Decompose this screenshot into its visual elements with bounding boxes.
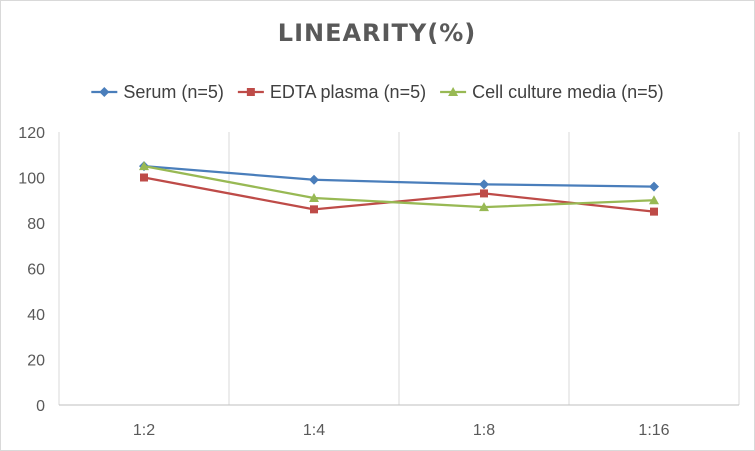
y-tick-label: 120 bbox=[18, 125, 45, 142]
series-group bbox=[140, 173, 658, 216]
y-axis: 0 20 40 60 80 100 120 bbox=[18, 125, 45, 415]
data-point bbox=[650, 207, 658, 216]
chart-series bbox=[139, 161, 659, 216]
series-line bbox=[143, 176, 655, 213]
data-point bbox=[649, 195, 659, 205]
legend-label: Cell culture media (n=5) bbox=[472, 82, 664, 102]
legend-marker bbox=[99, 87, 110, 97]
y-tick-label: 20 bbox=[27, 353, 45, 370]
data-point bbox=[309, 192, 319, 202]
y-tick-label: 80 bbox=[27, 216, 45, 233]
data-point bbox=[479, 179, 489, 190]
data-point bbox=[310, 205, 318, 214]
data-point bbox=[309, 174, 319, 185]
x-tick-label: 1:2 bbox=[133, 422, 155, 439]
chart-grid bbox=[58, 132, 740, 406]
y-tick-label: 100 bbox=[18, 171, 45, 188]
legend-label: EDTA plasma (n=5) bbox=[270, 82, 426, 102]
x-tick-label: 1:16 bbox=[638, 422, 669, 439]
series-line bbox=[143, 165, 655, 188]
legend-item: Serum (n=5) bbox=[91, 82, 224, 102]
legend-marker bbox=[246, 88, 255, 96]
x-axis: 1:2 1:4 1:8 1:16 bbox=[133, 422, 670, 439]
chart-legend: Serum (n=5) EDTA plasma (n=5) Cell culture… bbox=[91, 82, 664, 102]
legend-marker bbox=[448, 87, 459, 96]
y-tick-label: 0 bbox=[36, 398, 45, 415]
series-line bbox=[143, 165, 655, 209]
data-point bbox=[139, 161, 149, 171]
x-tick-label: 1:8 bbox=[473, 422, 495, 439]
chart-title: LINEARITY(%) bbox=[278, 19, 476, 47]
legend-item: Cell culture media (n=5) bbox=[440, 82, 664, 102]
legend-item: EDTA plasma (n=5) bbox=[237, 82, 426, 102]
series-group bbox=[139, 161, 659, 212]
data-point bbox=[649, 181, 659, 192]
y-tick-label: 60 bbox=[27, 262, 45, 279]
data-point bbox=[140, 173, 148, 182]
x-tick-label: 1:4 bbox=[303, 422, 325, 439]
legend-label: Serum (n=5) bbox=[123, 82, 224, 102]
y-tick-label: 40 bbox=[27, 307, 45, 324]
data-point bbox=[479, 202, 489, 212]
data-point bbox=[480, 189, 488, 198]
